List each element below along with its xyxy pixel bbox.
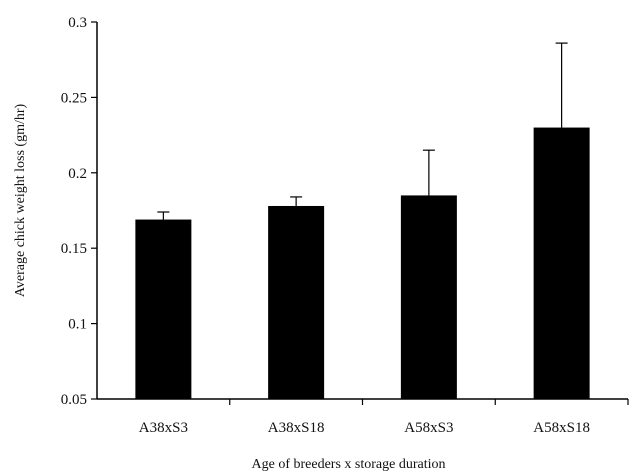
bar-A38xS3 — [135, 219, 192, 399]
error-bars-layer — [157, 42, 568, 220]
x-tick-label: A58xS18 — [533, 420, 590, 436]
error-bar-A58xS18 — [555, 42, 568, 128]
bars-layer — [135, 127, 590, 399]
bar-A38xS18 — [268, 205, 325, 399]
error-bar-A38xS3 — [157, 211, 170, 220]
bar-A58xS3 — [400, 195, 457, 399]
y-tick-label: 0.15 — [61, 241, 87, 257]
y-ticks-layer: 0.05 0.1 0.15 0.2 0.25 0.3 — [61, 15, 97, 408]
y-axis-title: Average chick weight loss (gm/hr) — [13, 103, 28, 297]
y-tick-label: 0.2 — [68, 166, 87, 182]
x-tick-label: A58xS3 — [404, 420, 453, 436]
bar-A58xS18 — [533, 127, 590, 399]
x-axis-title: Age of breeders x storage duration — [252, 457, 446, 472]
error-bar-A58xS3 — [422, 149, 435, 196]
x-tick-label: A38xS18 — [268, 420, 325, 436]
y-tick-label: 0.3 — [68, 15, 87, 31]
error-bar-A38xS18 — [290, 196, 303, 206]
y-tick-label: 0.25 — [61, 90, 87, 106]
y-tick-label: 0.05 — [61, 392, 87, 408]
x-tick-label: A38xS3 — [139, 420, 188, 436]
x-ticks-layer: A38xS3 A38xS18 A58xS3 A58xS18 — [139, 399, 629, 436]
y-tick-label: 0.1 — [68, 317, 87, 333]
